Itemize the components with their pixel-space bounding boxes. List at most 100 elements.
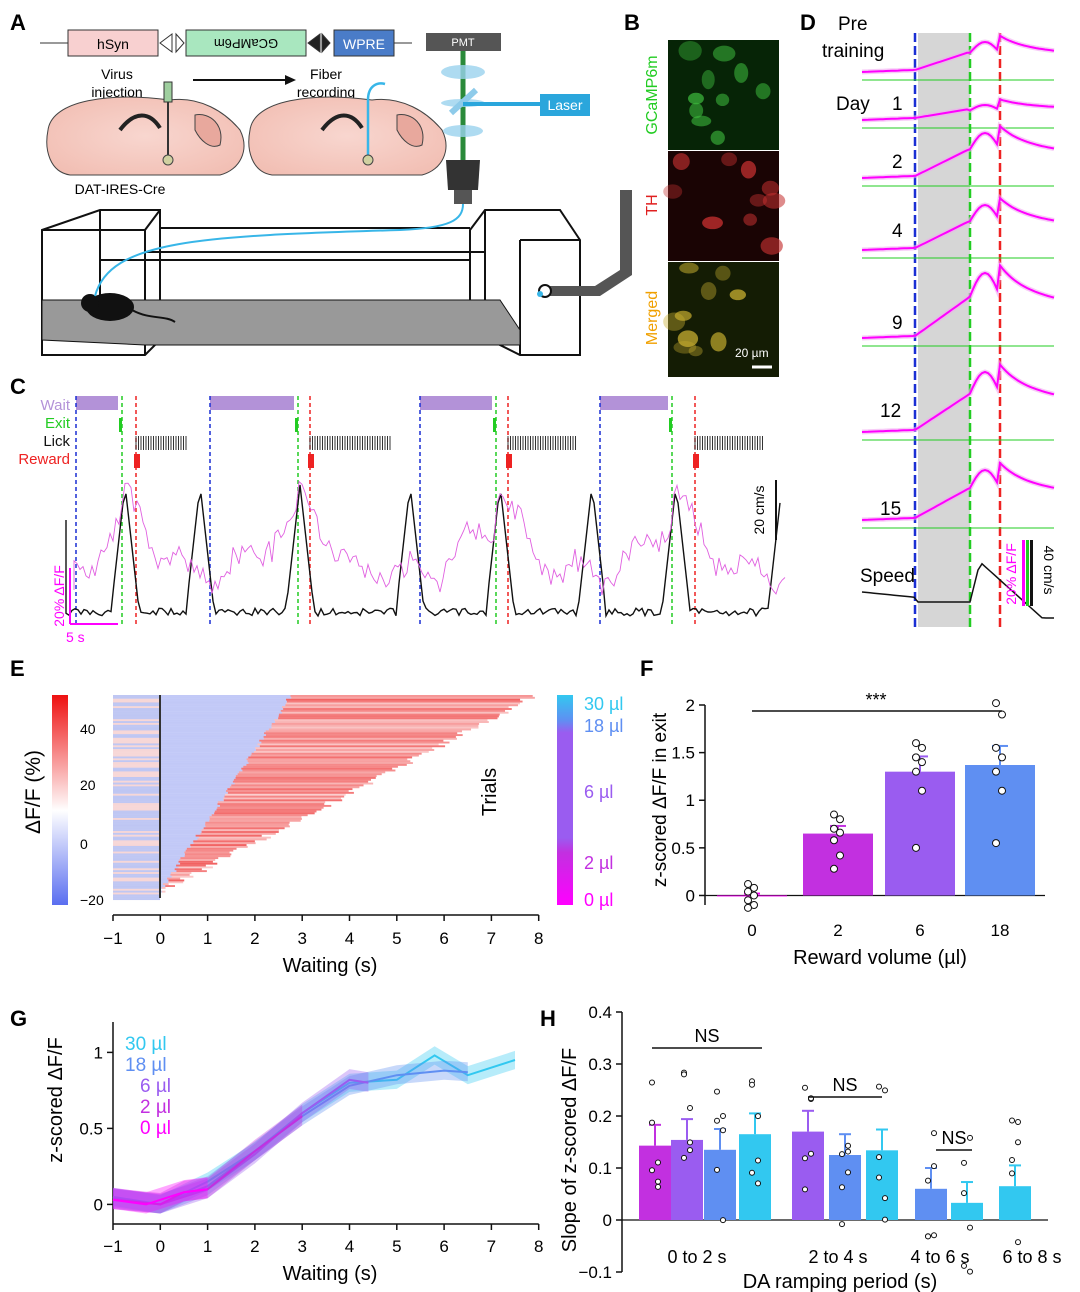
trial-row-early: [160, 849, 186, 852]
trial-row-early: [160, 879, 169, 882]
cell-body: [762, 192, 786, 209]
trial-row-early: [160, 726, 272, 729]
fiber-label-2: recording: [297, 84, 355, 100]
h-point: [720, 1217, 726, 1224]
g-xlabel: Waiting (s): [283, 1263, 378, 1285]
h-point: [687, 1139, 693, 1146]
trial-row-pre: [113, 875, 160, 878]
h-ns-0: NS: [694, 1026, 719, 1046]
g-xtick-label: 4: [345, 1237, 354, 1256]
trial-row-late: [263, 737, 457, 740]
trial-row-early: [160, 728, 269, 731]
d-dff-scale-label: 20% ΔF/F: [1003, 543, 1019, 604]
d-speed-scale-label: 40 cm/s: [1041, 545, 1057, 594]
trial-row-pre: [113, 788, 160, 791]
reward-tick: [134, 454, 140, 468]
h-point: [845, 1148, 851, 1155]
h-bar: [671, 1139, 703, 1220]
trial-row-early: [160, 810, 215, 813]
cell-body: [688, 345, 703, 357]
vol-6-label: 6 µl: [584, 782, 613, 802]
h-point: [1009, 1157, 1015, 1164]
trial-row-early: [160, 782, 235, 785]
trial-row-early: [160, 864, 177, 867]
h-point: [681, 1154, 687, 1161]
h-point: [967, 1134, 973, 1141]
dff-trace-day: [861, 34, 1055, 73]
panel-f-letter: F: [640, 656, 653, 681]
virus-label-1: Virus: [101, 66, 133, 82]
trial-row-pre: [113, 719, 160, 722]
cell-body: [721, 152, 738, 167]
trial-row-early: [160, 786, 230, 789]
h-bar: [951, 1202, 983, 1220]
trial-row-early: [160, 709, 281, 712]
th-row-label: TH: [644, 194, 661, 215]
h-ytick-label: 0.1: [588, 1159, 612, 1178]
h-bar: [866, 1150, 898, 1220]
h-point: [714, 1088, 720, 1095]
trial-row-pre: [113, 892, 160, 895]
trial-row-early: [160, 881, 169, 884]
g-series-line: [112, 1188, 208, 1206]
trial-row-late: [278, 715, 499, 718]
trial-row-late: [214, 810, 317, 813]
wait-bar: [76, 396, 118, 410]
trial-row-early: [160, 752, 252, 755]
f-point: [830, 810, 838, 819]
dff-scale-label: 20% ΔF/F: [51, 565, 67, 626]
h-point: [1009, 1170, 1015, 1177]
h-point: [961, 1190, 967, 1197]
trial-row-late: [178, 866, 213, 869]
trial-row-pre: [113, 851, 160, 854]
h-ylabel: Slope of z-scored ΔF/F: [559, 1048, 581, 1253]
trial-row-pre: [113, 777, 160, 779]
f-point: [918, 743, 926, 752]
trial-row-early: [160, 706, 283, 709]
f-bar: [803, 833, 873, 896]
trial-row-pre: [113, 832, 160, 835]
f-point: [836, 815, 844, 824]
trial-row-early: [160, 730, 266, 733]
trial-row-late: [254, 750, 429, 753]
panel-g-letter: G: [10, 1006, 27, 1031]
fiber-label-1: Fiber: [310, 66, 342, 82]
trial-row-pre: [113, 799, 160, 802]
dff-trace: [73, 480, 786, 596]
e-xtick-label: 4: [345, 929, 354, 948]
trial-row-late: [197, 838, 267, 841]
fiber-cable: [94, 203, 464, 297]
f-point: [992, 699, 1000, 708]
trial-row-pre: [113, 728, 160, 731]
cell-body: [687, 92, 704, 105]
trial-row-pre: [113, 840, 160, 843]
day2-label: 2: [892, 152, 903, 173]
trial-row-late: [198, 836, 271, 839]
trial-row-pre: [113, 821, 160, 824]
trial-row-early: [160, 760, 248, 763]
f-point: [912, 767, 920, 776]
reward-tick: [308, 454, 314, 468]
trial-row-late: [211, 814, 308, 817]
h-point: [961, 1159, 967, 1166]
vol-30-label: 30 µl: [584, 694, 623, 714]
trial-row-early: [160, 750, 255, 753]
h-point: [755, 1180, 761, 1187]
panel-b-letter: B: [624, 10, 640, 35]
lox2272-icon: [307, 32, 331, 54]
trial-row-early: [160, 855, 185, 858]
h-point: [876, 1083, 882, 1090]
trial-row-early: [160, 747, 256, 750]
h-point: [687, 1147, 693, 1154]
h-point: [720, 1113, 726, 1120]
trial-row-early: [160, 873, 171, 876]
reward-label: Reward: [18, 451, 70, 468]
e-xtick-label: 5: [392, 929, 401, 948]
trial-row-early: [160, 829, 202, 832]
f-xtick-label: 6: [915, 921, 924, 940]
trial-row-pre: [113, 743, 160, 746]
trial-row-late: [205, 825, 290, 828]
arrow-icon: [285, 75, 296, 85]
h-bar: [829, 1155, 861, 1220]
fiber-icon: [366, 82, 386, 162]
